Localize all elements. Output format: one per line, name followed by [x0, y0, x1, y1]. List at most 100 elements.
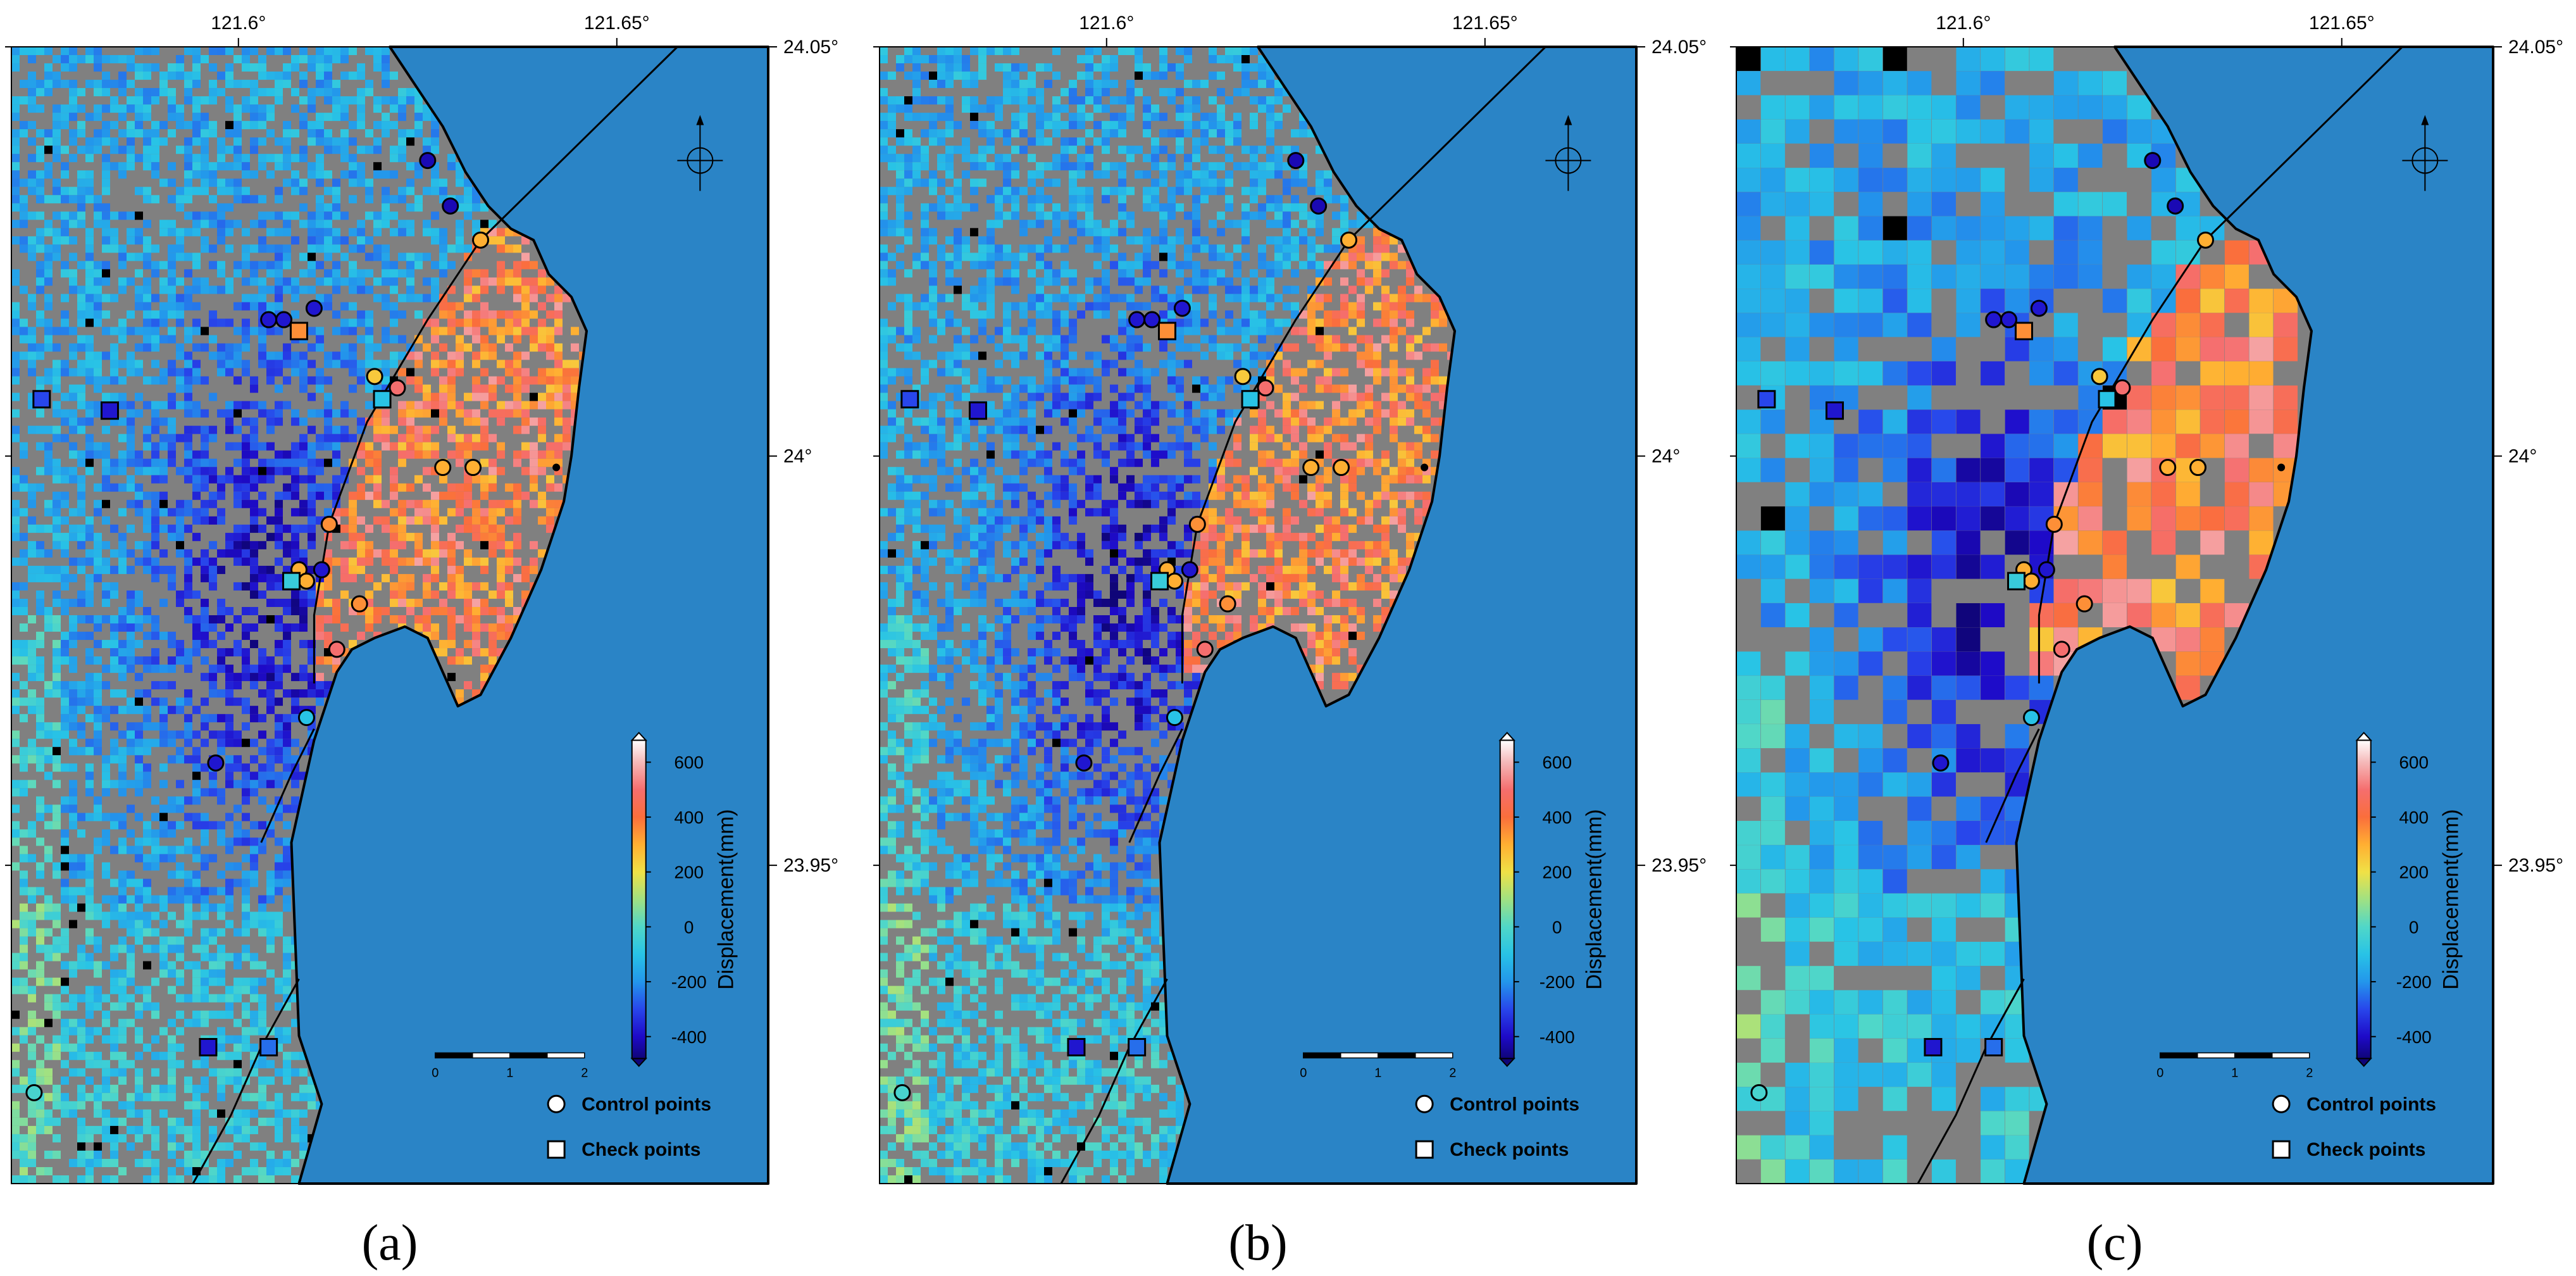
- raster-cell: [1348, 253, 1357, 261]
- raster-cell: [316, 228, 324, 236]
- raster-cell: [85, 697, 94, 706]
- raster-cell: [349, 525, 357, 533]
- raster-cell: [44, 755, 53, 763]
- raster-cell: [110, 1068, 118, 1077]
- raster-cell: [912, 47, 921, 55]
- raster-cell: [275, 986, 283, 994]
- raster-cell: [283, 862, 291, 870]
- raster-cell: [20, 829, 28, 837]
- raster-cell: [20, 335, 28, 344]
- raster-cell: [1061, 294, 1069, 302]
- raster-cell: [1085, 63, 1093, 72]
- raster-cell: [118, 146, 127, 154]
- raster-cell: [225, 368, 233, 377]
- raster-cell: [530, 484, 538, 492]
- raster-cell: [308, 459, 316, 467]
- raster-cell: [332, 310, 340, 318]
- raster-cell: [1209, 244, 1217, 253]
- raster-cell: [11, 1118, 20, 1126]
- raster-cell: [102, 55, 110, 63]
- raster-cell: [970, 96, 978, 104]
- raster-cell: [143, 1118, 151, 1126]
- raster-cell: [28, 368, 36, 377]
- raster-cell: [151, 656, 159, 665]
- raster-cell: [242, 1035, 250, 1044]
- raster-cell: [11, 310, 20, 318]
- raster-cell: [143, 294, 151, 302]
- raster-cell: [480, 393, 488, 401]
- raster-cell: [143, 129, 151, 137]
- raster-cell: [480, 525, 488, 533]
- raster-cell: [447, 261, 456, 269]
- raster-cell: [28, 187, 36, 195]
- raster-cell: [94, 549, 102, 558]
- raster-cell: [151, 1142, 159, 1151]
- raster-cell: [151, 978, 159, 986]
- raster-cell: [135, 656, 143, 665]
- raster-cell: [151, 632, 159, 640]
- raster-cell: [365, 591, 373, 599]
- raster-cell: [53, 113, 61, 121]
- raster-cell: [340, 170, 349, 178]
- raster-cell: [151, 1159, 159, 1167]
- raster-cell: [102, 640, 110, 648]
- raster-cell: [69, 574, 77, 582]
- raster-cell: [904, 137, 912, 146]
- raster-cell: [1110, 261, 1118, 269]
- raster-cell: [61, 393, 69, 401]
- raster-cell: [209, 1175, 217, 1184]
- raster-cell: [225, 1077, 233, 1085]
- raster-cell: [316, 327, 324, 335]
- raster-cell: [1340, 220, 1348, 228]
- raster-cell: [447, 318, 456, 327]
- raster-cell: [36, 673, 44, 681]
- raster-cell: [283, 599, 291, 607]
- raster-cell: [1052, 220, 1061, 228]
- raster-cell: [61, 937, 69, 945]
- raster-cell: [135, 121, 143, 129]
- raster-cell: [480, 484, 488, 492]
- raster-cell: [28, 96, 36, 104]
- raster-cell: [176, 640, 184, 648]
- raster-cell: [406, 96, 414, 104]
- raster-cell: [85, 813, 94, 821]
- raster-cell: [291, 187, 299, 195]
- raster-cell: [61, 945, 69, 953]
- raster-cell: [85, 1093, 94, 1101]
- raster-cell: [530, 418, 538, 426]
- raster-cell: [464, 434, 472, 442]
- raster-cell: [36, 318, 44, 327]
- raster-cell: [176, 1027, 184, 1035]
- raster-cell: [184, 582, 192, 591]
- raster-cell: [431, 137, 439, 146]
- raster-cell: [488, 310, 497, 318]
- raster-cell: [168, 1167, 176, 1175]
- raster-cell: [456, 615, 464, 623]
- raster-cell: [102, 1085, 110, 1093]
- raster-cell: [11, 755, 20, 763]
- raster-cell: [291, 1126, 299, 1134]
- raster-cell: [225, 1003, 233, 1011]
- scale-bar-segment: [435, 1053, 473, 1058]
- raster-cell: [28, 1027, 36, 1035]
- raster-cell: [242, 484, 250, 492]
- raster-cell: [888, 113, 896, 121]
- raster-cell: [1176, 63, 1184, 72]
- raster-cell: [538, 335, 546, 344]
- raster-cell: [135, 739, 143, 747]
- raster-cell: [250, 665, 258, 673]
- raster-cell: [102, 1126, 110, 1134]
- raster-cell: [127, 566, 135, 574]
- raster-cell: [1118, 121, 1126, 129]
- raster-cell: [176, 1011, 184, 1019]
- raster-cell: [266, 129, 275, 137]
- raster-cell: [250, 137, 258, 146]
- raster-cell: [472, 393, 480, 401]
- raster-cell: [94, 451, 102, 459]
- raster-cell: [1036, 187, 1044, 195]
- raster-cell: [1110, 63, 1118, 72]
- raster-cell: [1126, 220, 1135, 228]
- raster-cell: [102, 352, 110, 360]
- raster-cell: [1167, 211, 1176, 220]
- raster-cell: [1217, 113, 1225, 121]
